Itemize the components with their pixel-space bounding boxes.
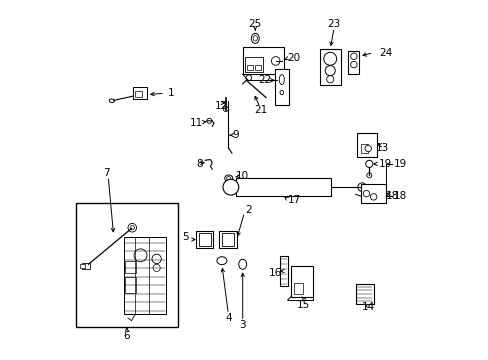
Bar: [80, 264, 84, 267]
Ellipse shape: [251, 33, 259, 43]
Bar: [124, 237, 165, 315]
Bar: [246, 65, 253, 70]
Bar: [76, 203, 178, 327]
Bar: [290, 266, 312, 297]
Bar: [125, 261, 136, 273]
Text: 6: 6: [123, 331, 130, 341]
Text: 14: 14: [361, 302, 374, 312]
Text: 20: 20: [287, 53, 300, 63]
Ellipse shape: [238, 259, 246, 269]
Text: 12: 12: [214, 102, 227, 112]
Bar: [254, 65, 261, 70]
Bar: [242, 47, 284, 74]
Text: 18: 18: [386, 191, 399, 201]
Ellipse shape: [217, 257, 226, 265]
Bar: [135, 91, 142, 97]
Ellipse shape: [226, 177, 230, 180]
Circle shape: [350, 61, 356, 68]
Text: 5: 5: [182, 232, 188, 242]
Text: 25: 25: [248, 19, 262, 29]
Bar: [222, 233, 234, 246]
Text: 8: 8: [196, 159, 203, 169]
Ellipse shape: [253, 36, 257, 41]
Bar: [274, 69, 288, 105]
Text: 13: 13: [375, 143, 388, 153]
Text: 19: 19: [392, 159, 406, 169]
Circle shape: [363, 190, 369, 197]
Text: 3: 3: [239, 320, 245, 330]
Bar: [125, 277, 136, 293]
Circle shape: [152, 254, 161, 264]
Circle shape: [350, 53, 356, 59]
Text: 24: 24: [378, 48, 391, 58]
Bar: [244, 57, 263, 72]
Text: 2: 2: [244, 206, 251, 216]
Text: 9: 9: [232, 130, 238, 140]
Text: 7: 7: [103, 168, 109, 178]
Circle shape: [206, 118, 211, 123]
Text: 22: 22: [258, 75, 271, 85]
Ellipse shape: [280, 90, 283, 95]
Circle shape: [365, 160, 372, 167]
Text: 11: 11: [189, 118, 203, 128]
Bar: [82, 263, 90, 269]
Bar: [360, 184, 386, 203]
Text: 23: 23: [327, 19, 340, 29]
Circle shape: [326, 76, 333, 83]
Bar: [293, 283, 303, 294]
Circle shape: [364, 145, 371, 152]
Circle shape: [369, 194, 376, 200]
Circle shape: [245, 75, 251, 81]
Circle shape: [130, 226, 134, 230]
Bar: [198, 233, 210, 246]
Bar: [133, 87, 147, 99]
Circle shape: [271, 57, 280, 65]
Bar: [357, 134, 376, 157]
Ellipse shape: [224, 175, 232, 181]
Text: 15: 15: [296, 300, 310, 310]
Text: 17: 17: [287, 195, 301, 205]
Bar: [219, 231, 236, 248]
Ellipse shape: [279, 75, 284, 85]
Circle shape: [366, 173, 371, 178]
Text: 1: 1: [167, 88, 174, 98]
Bar: [355, 284, 373, 304]
Bar: [196, 231, 213, 248]
Text: 19: 19: [378, 159, 391, 169]
Circle shape: [325, 66, 335, 76]
Circle shape: [223, 179, 238, 195]
Circle shape: [134, 249, 147, 262]
Text: 18: 18: [392, 191, 406, 201]
Circle shape: [128, 224, 136, 232]
Text: 16: 16: [268, 268, 282, 278]
Bar: [319, 49, 340, 85]
Text: 4: 4: [224, 313, 231, 323]
Bar: [279, 256, 287, 286]
Text: 21: 21: [253, 105, 267, 115]
Bar: [348, 51, 359, 74]
Circle shape: [357, 183, 366, 192]
Text: 10: 10: [236, 171, 249, 181]
Circle shape: [223, 107, 228, 112]
Bar: [235, 178, 330, 196]
Bar: [360, 144, 367, 153]
Circle shape: [323, 52, 336, 65]
Ellipse shape: [109, 99, 114, 103]
Circle shape: [153, 264, 160, 271]
